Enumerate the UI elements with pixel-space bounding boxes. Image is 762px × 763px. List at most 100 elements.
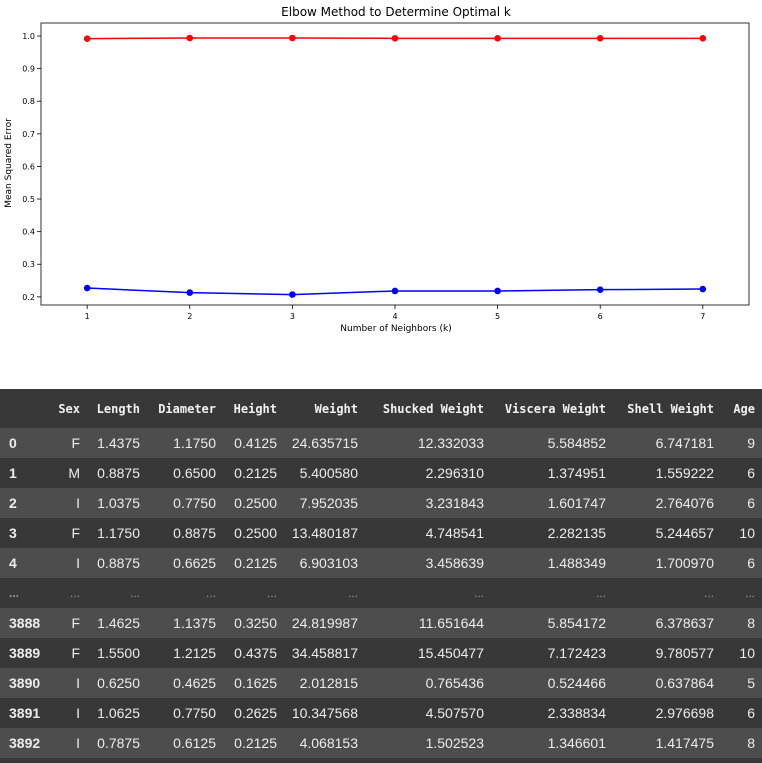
table-cell: 15.450477 — [417, 645, 484, 661]
y-tick-label: 0.8 — [22, 97, 35, 106]
elbow-chart: Elbow Method to Determine Optimal k 1 2 3 4… — [0, 0, 762, 345]
table-cell: 2.296310 — [425, 465, 484, 481]
table-cell: I — [76, 675, 80, 691]
table-cell: 0.8875 — [97, 465, 140, 481]
row-index: 3888 — [9, 615, 41, 631]
table-cell: 1.700970 — [655, 555, 714, 571]
chart-svg: Elbow Method to Determine Optimal k 1 2 3 4… — [0, 0, 762, 345]
data-point — [83, 35, 91, 42]
table-cell: 13.480187 — [291, 525, 358, 541]
column-header: Age — [721, 389, 762, 428]
x-tick-label: 4 — [392, 312, 397, 321]
y-tick-label: 0.3 — [22, 260, 35, 269]
table-cell: 0.3250 — [234, 615, 277, 631]
row-index: ... — [9, 586, 20, 600]
table-cell: F — [71, 615, 80, 631]
data-point — [596, 286, 604, 293]
table-cell: 1.1750 — [173, 435, 216, 451]
column-header: Sex — [49, 389, 87, 428]
data-point — [391, 35, 399, 42]
table-cell: 0.637864 — [655, 675, 714, 691]
table-cell: ... — [473, 586, 484, 600]
table-cell: 2.764076 — [655, 495, 714, 511]
table-cell: ... — [703, 586, 714, 600]
table-cell: 24.819987 — [291, 615, 358, 631]
table-cell: 0.6500 — [173, 465, 216, 481]
y-tick-label: 0.7 — [22, 130, 35, 139]
table-cell: 0.765436 — [425, 675, 484, 691]
table-row: 3889 F 1.5500 1.2125 0.4375 34.458817 15.45047… — [0, 638, 762, 668]
data-point — [83, 284, 91, 292]
table-cell: 0.8875 — [97, 555, 140, 571]
table-cell: 6 — [747, 555, 755, 571]
table-cell: 5.400580 — [299, 465, 358, 481]
table-cell: 3.231843 — [425, 495, 484, 511]
column-header: Weight — [284, 389, 365, 428]
row-index: 1 — [9, 465, 17, 481]
table-cell: 10 — [739, 525, 755, 541]
table-cell: 0.7750 — [173, 495, 216, 511]
table-cell: 7.952035 — [299, 495, 358, 511]
table-cell: 0.1625 — [234, 675, 277, 691]
table-cell: 1.1750 — [97, 525, 140, 541]
row-index: 4 — [9, 555, 17, 571]
data-point — [494, 287, 501, 295]
dataframe-output: Sex Length Diameter Height Weight Shucked Wei… — [0, 389, 762, 763]
table-cell: 6.747181 — [655, 435, 714, 451]
table-cell: 0.4625 — [173, 675, 216, 691]
table-cell: ... — [266, 586, 277, 600]
column-header: Height — [223, 389, 284, 428]
table-cell: 5.244657 — [655, 525, 714, 541]
table-cell: 1.4625 — [97, 615, 140, 631]
table-row: 4 I 0.8875 0.6625 0.2125 6.903103 3.458639 1.48… — [0, 548, 762, 578]
table-cell: 0.2125 — [234, 735, 277, 751]
table-cell: ... — [69, 586, 80, 600]
table-cell: 11.651644 — [418, 615, 484, 631]
table-cell: 6 — [747, 495, 755, 511]
row-index: 3889 — [9, 645, 41, 661]
table-row: 0 F 1.4375 1.1750 0.4125 24.635715 12.332033 5.… — [0, 428, 762, 458]
table-cell: 12.332033 — [417, 435, 484, 451]
table-cell: 9.780577 — [655, 645, 714, 661]
table-cell: 1.0375 — [97, 495, 140, 511]
table-cell: 5.584852 — [547, 435, 606, 451]
data-point — [494, 35, 501, 42]
column-header: Diameter — [147, 389, 223, 428]
table-header-row: Sex Length Diameter Height Weight Shucked Wei… — [0, 389, 762, 428]
row-index: 3891 — [9, 705, 41, 721]
table-cell: 1.2125 — [173, 645, 216, 661]
table-row: 3892 I 0.7875 0.6125 0.2125 4.068153 1.502523 1… — [0, 728, 762, 758]
table-cell: 10 — [739, 645, 755, 661]
table-row: 1 M 0.8875 0.6500 0.2125 5.400580 2.296310 1.37… — [0, 458, 762, 488]
table-cell: 1.374951 — [547, 465, 606, 481]
y-tick-label: 0.9 — [22, 65, 35, 74]
table-row: 3891 I 1.0625 0.7750 0.2625 10.347568 4.507570… — [0, 698, 762, 728]
table-row: 3 F 1.1750 0.8875 0.2500 13.480187 4.748541 2.2… — [0, 518, 762, 548]
y-axis-label: Mean Squared Error — [4, 118, 14, 208]
table-cell: 1.0625 — [97, 705, 140, 721]
table-cell: ... — [595, 586, 606, 600]
table-cell: 0.7875 — [97, 735, 140, 751]
table-cell: I — [76, 735, 80, 751]
table-cell: I — [76, 495, 80, 511]
data-point — [699, 285, 707, 293]
table-cell: 6 — [747, 705, 755, 721]
table-cell: 1.488349 — [547, 555, 606, 571]
table-cell: 4.507570 — [425, 705, 484, 721]
table-cell: 1.346601 — [547, 735, 606, 751]
table-cell: 2.976698 — [655, 705, 714, 721]
table-cell: 0.8875 — [173, 525, 216, 541]
x-axis-label: Number of Neighbors (k) — [340, 324, 451, 334]
table-row: 3888 F 1.4625 1.1375 0.3250 24.819987 11.65164… — [0, 608, 762, 638]
y-tick-label: 1.0 — [22, 32, 35, 41]
table-cell: 10.347568 — [291, 705, 358, 721]
table-cell: ... — [205, 586, 216, 600]
table-cell: 5.854172 — [547, 615, 606, 631]
table-cell: 2.282135 — [547, 525, 606, 541]
table-cell: 0.524466 — [547, 675, 606, 691]
table-cell: 24.635715 — [291, 435, 358, 451]
table-cell: 0.2625 — [234, 705, 277, 721]
data-point — [596, 35, 604, 42]
y-tick-label: 0.4 — [22, 228, 35, 237]
row-index: 3890 — [9, 675, 41, 691]
